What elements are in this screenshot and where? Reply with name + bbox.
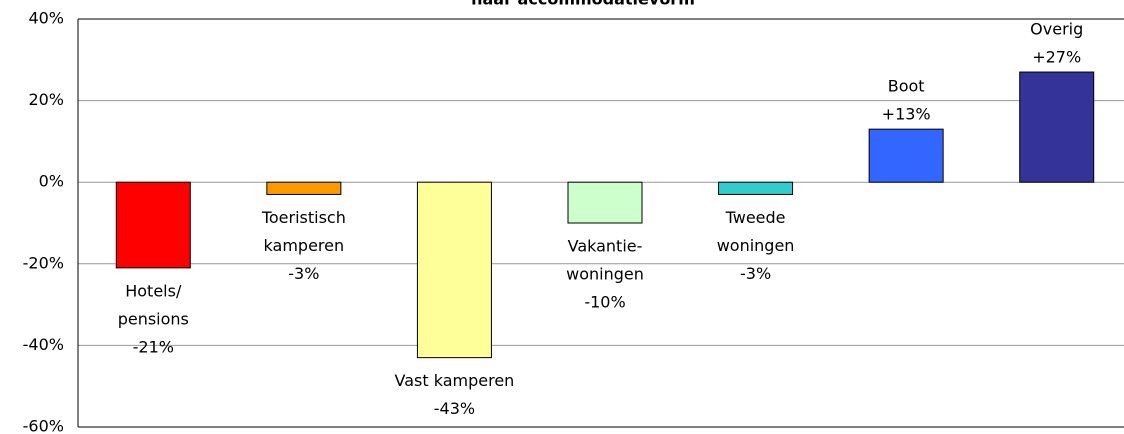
data-label: -10% bbox=[584, 293, 625, 312]
category-label: Vast kamperen bbox=[395, 371, 515, 390]
category-label: woningen bbox=[717, 236, 795, 255]
y-tick-label: -60% bbox=[23, 417, 64, 434]
bar bbox=[1019, 71, 1095, 183]
category-label: Overig bbox=[1030, 20, 1083, 39]
data-label: -21% bbox=[133, 337, 174, 356]
y-tick-label: 0% bbox=[39, 172, 64, 191]
category-label: Hotels/ bbox=[125, 281, 182, 300]
y-tick-label: 40% bbox=[28, 9, 64, 28]
data-label: -3% bbox=[288, 264, 319, 283]
bar bbox=[567, 181, 643, 224]
bar bbox=[416, 181, 492, 359]
category-label: woningen bbox=[566, 265, 644, 284]
bar bbox=[115, 181, 191, 269]
category-label: Vakantie- bbox=[568, 237, 643, 256]
data-label: -3% bbox=[740, 264, 771, 283]
bar bbox=[868, 128, 944, 183]
y-tick-label: -20% bbox=[23, 253, 64, 272]
category-label: kamperen bbox=[264, 236, 345, 255]
y-tick-label: 20% bbox=[28, 90, 64, 109]
data-label: -43% bbox=[434, 399, 475, 418]
bar bbox=[266, 181, 342, 195]
category-label: pensions bbox=[118, 309, 189, 328]
category-label: Boot bbox=[888, 77, 925, 96]
data-label: +27% bbox=[1032, 48, 1081, 67]
y-tick-label: -40% bbox=[23, 335, 64, 354]
category-label: Tweede bbox=[725, 208, 786, 227]
chart-title: naar accommodatievorm bbox=[471, 0, 695, 9]
bar bbox=[718, 181, 794, 195]
data-label: +13% bbox=[882, 105, 931, 124]
category-label: Toeristisch bbox=[261, 208, 346, 227]
